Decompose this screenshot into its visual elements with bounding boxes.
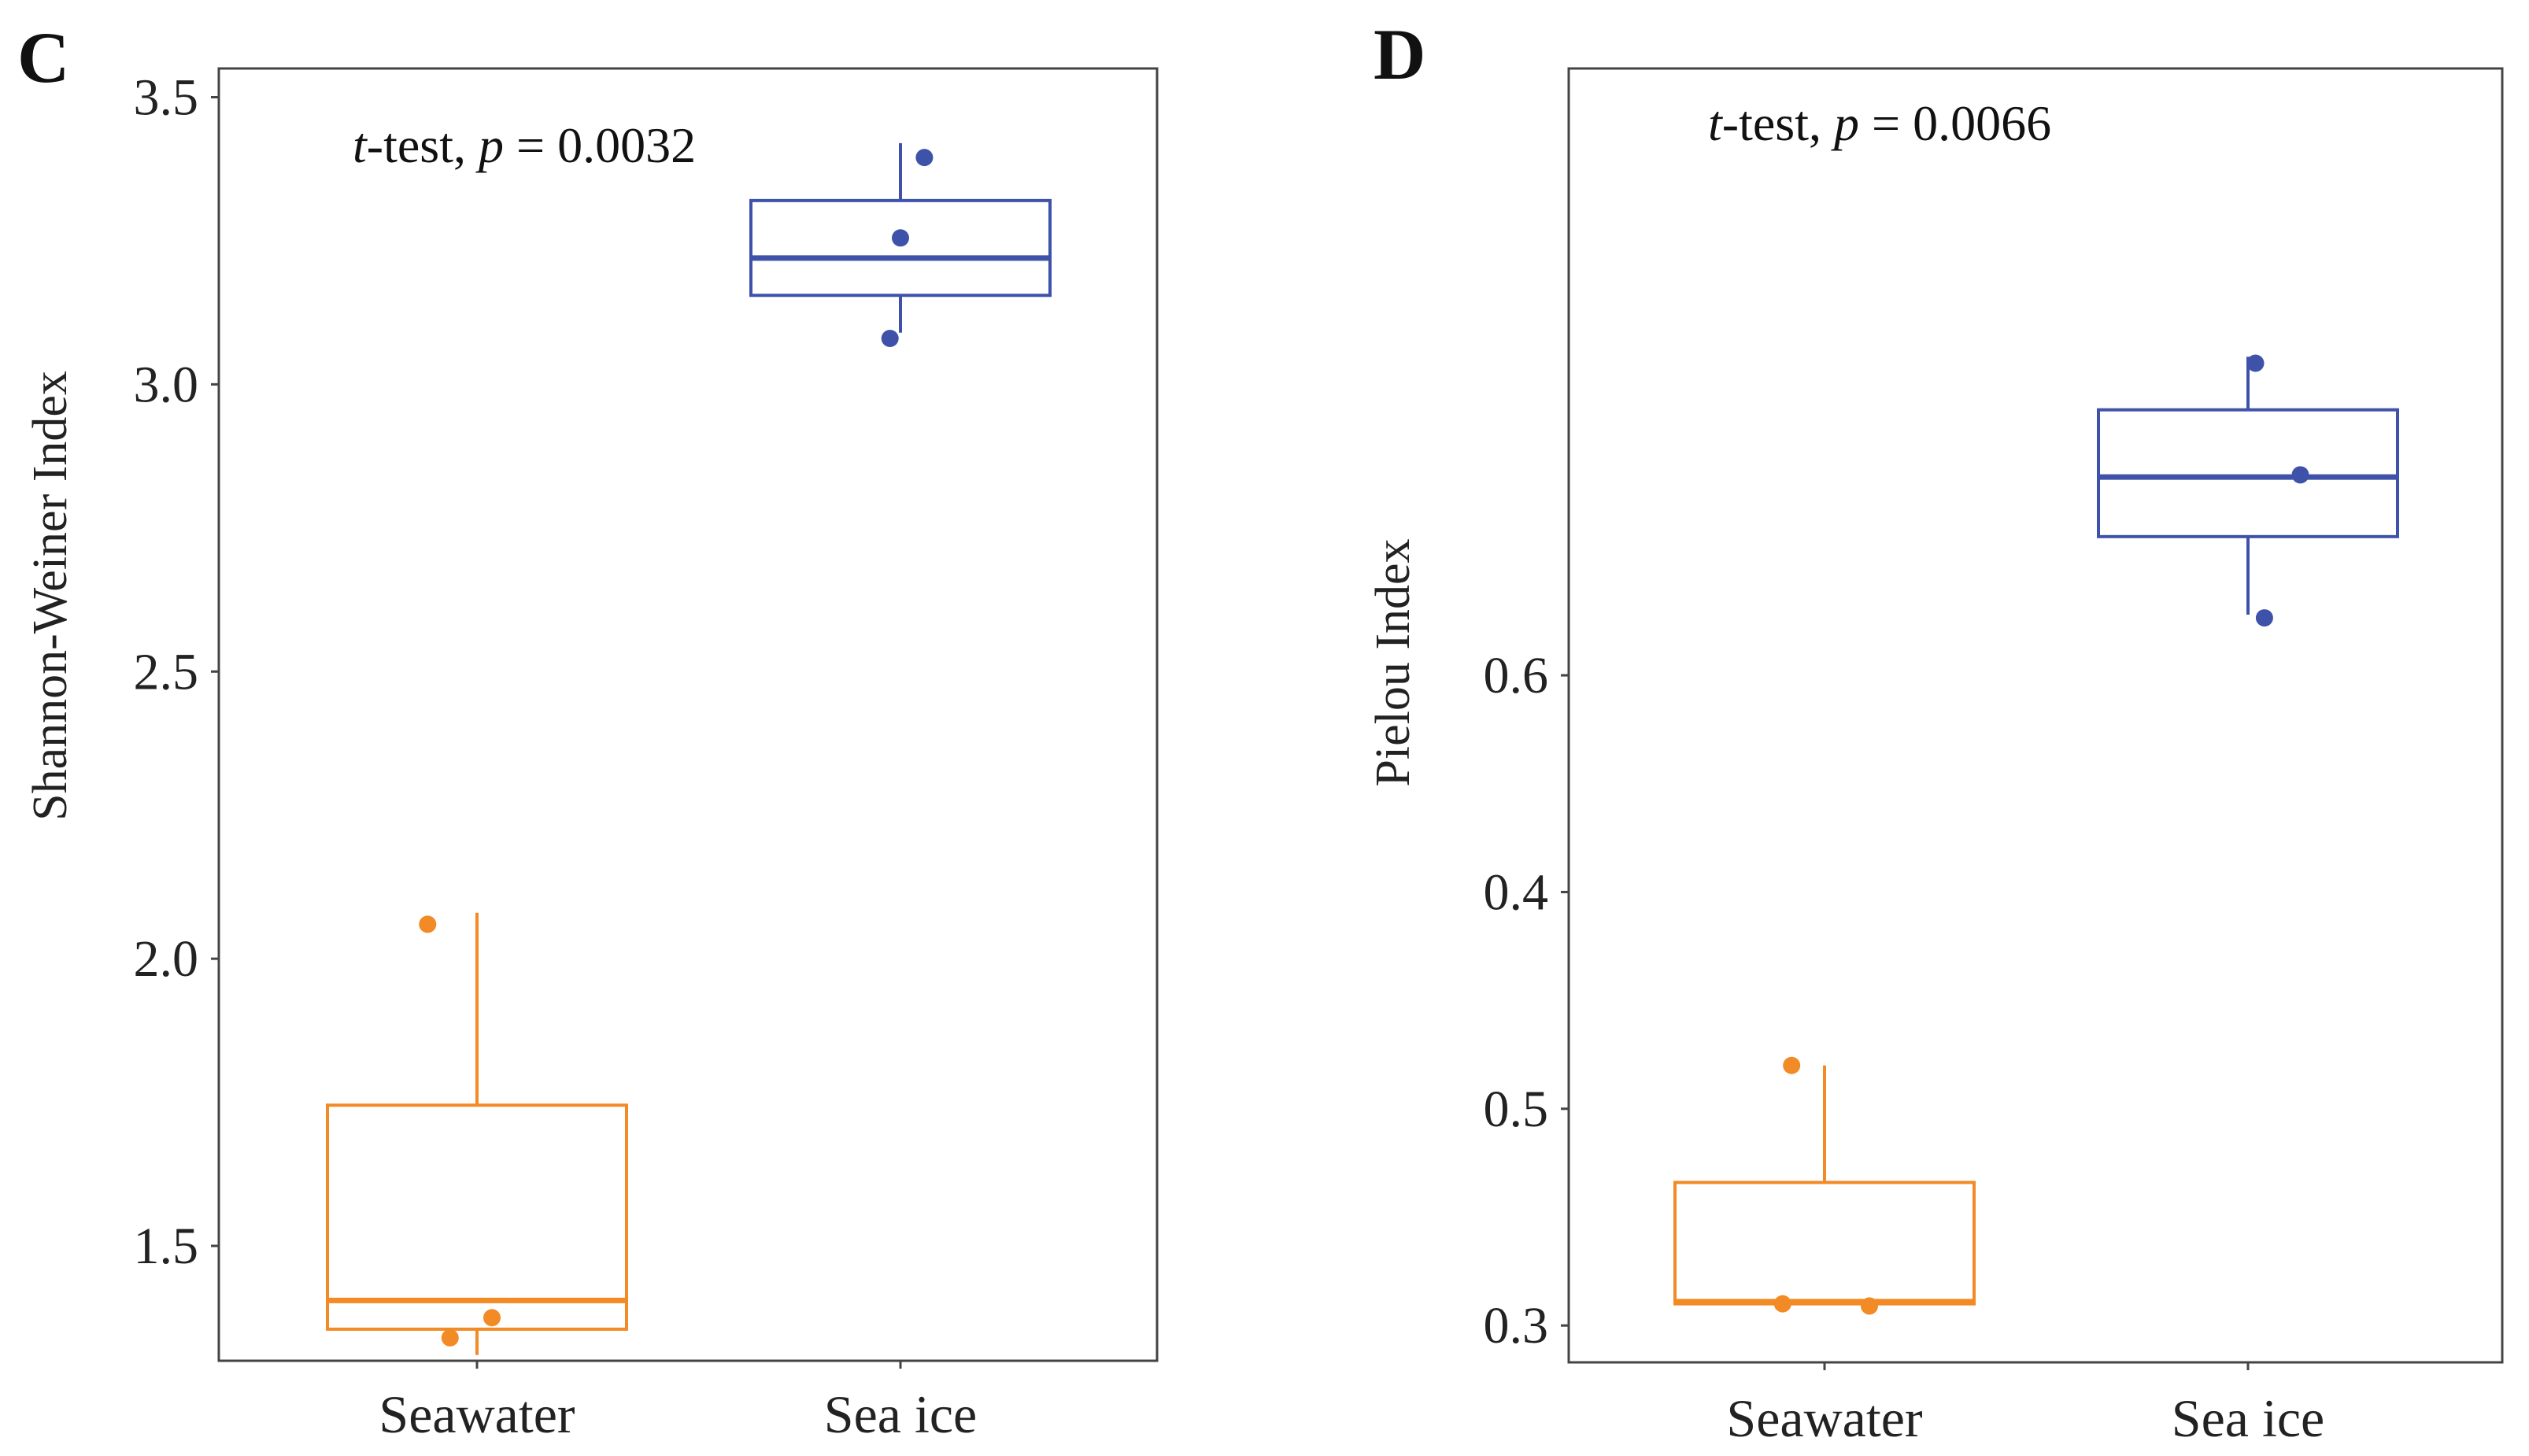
plot-frame: [1567, 67, 2504, 1364]
box-sea-ice: [749, 142, 1052, 347]
data-point: [915, 149, 934, 167]
data-point: [892, 229, 909, 247]
panel-d: D Pielou Index t-test, p = 0.0066 Seawat…: [1366, 14, 2504, 1448]
iqr-box: [2097, 408, 2399, 538]
annotation-test: -test,: [367, 117, 479, 173]
data-point: [2291, 466, 2309, 484]
annotation-value: = 0.0032: [504, 117, 696, 173]
annotation-t: t: [353, 117, 368, 173]
annotation-p: p: [1831, 95, 1859, 151]
data-point: [441, 1329, 459, 1347]
box-sea-ice: [2097, 354, 2399, 627]
iqr-box: [1673, 1181, 1976, 1306]
x-category-label: Seawater: [379, 1384, 575, 1444]
data-point: [2255, 609, 2273, 627]
iqr-box: [749, 198, 1052, 297]
annotation-p: p: [475, 117, 504, 173]
annotation-value: = 0.0066: [1859, 95, 2051, 151]
y-tick-label: 3.5: [134, 68, 199, 126]
t-test-annotation: t-test, p = 0.0066: [1708, 95, 2051, 151]
y-tick-label: 2.5: [134, 643, 199, 700]
y-tick-label: 0.4: [1484, 863, 1549, 921]
panel-label: D: [1374, 14, 1425, 94]
t-test-annotation: t-test, p = 0.0032: [353, 117, 696, 173]
annotation-t: t: [1708, 95, 1724, 151]
box-seawater: [1673, 1056, 1976, 1315]
x-category-label: Sea ice: [2172, 1388, 2324, 1448]
iqr-box: [326, 1103, 628, 1331]
data-point: [419, 915, 437, 933]
y-tick-label: 0.5: [1484, 1081, 1549, 1138]
data-point: [1773, 1295, 1791, 1313]
box-seawater: [326, 912, 628, 1355]
data-point: [881, 329, 899, 347]
y-axis-title: Shannon-Weiner Index: [24, 371, 77, 821]
plot-frame: [217, 67, 1159, 1362]
data-point: [1783, 1056, 1801, 1074]
x-category-label: Seawater: [1726, 1388, 1923, 1448]
x-category-label: Sea ice: [824, 1384, 977, 1444]
data-point: [1861, 1297, 1878, 1315]
y-tick-label: 2.0: [134, 930, 199, 988]
annotation-test: -test,: [1722, 95, 1834, 151]
plot-area: [1673, 354, 2399, 1315]
y-tick-label: 3.0: [134, 356, 199, 413]
y-tick-label: 0.3: [1484, 1297, 1549, 1354]
y-tick-label: 0.6: [1484, 647, 1549, 704]
y-axis-title: Pielou Index: [1366, 538, 1420, 786]
y-tick-label: 1.5: [134, 1218, 199, 1275]
plot-area: [326, 142, 1052, 1355]
panel-c: C Shannon-Weiner Index t-test, p = 0.003…: [17, 17, 1159, 1444]
data-point: [2246, 354, 2265, 372]
data-point: [483, 1309, 501, 1327]
panel-label: C: [17, 17, 69, 98]
